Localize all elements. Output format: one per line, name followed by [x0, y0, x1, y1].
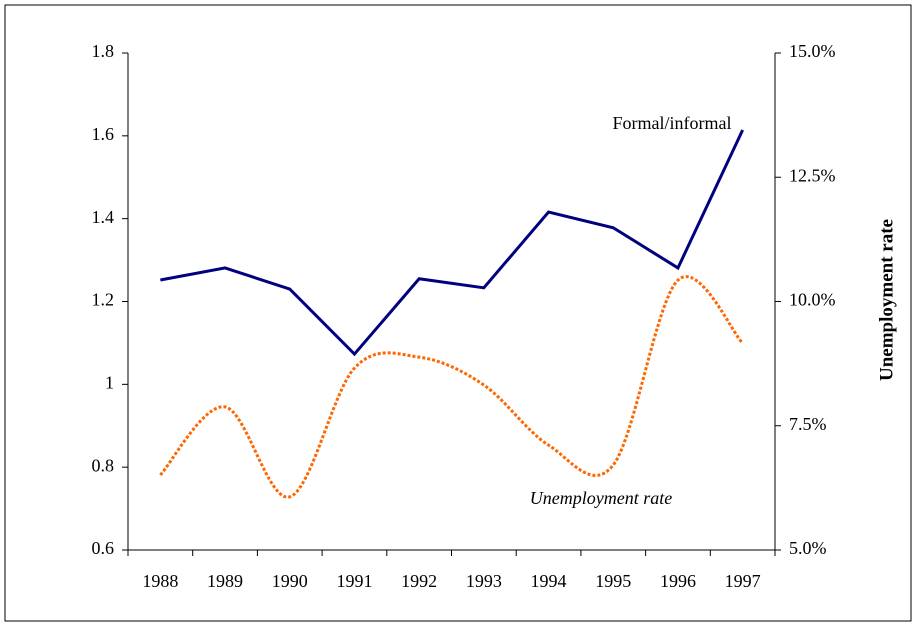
- y2-tick-label: 12.5%: [789, 165, 836, 185]
- series-line: [160, 129, 745, 357]
- y-tick-label: 0.8: [92, 455, 115, 475]
- y2-axis-title: Unemployment rate: [876, 219, 897, 381]
- y-tick-label: 0.6: [92, 538, 115, 558]
- y-tick-label: 1.6: [92, 124, 115, 144]
- x-tick-label: 1992: [401, 571, 437, 591]
- x-tick-label: 1996: [660, 571, 696, 591]
- y-tick-label: 1.8: [92, 41, 115, 61]
- x-tick-label: 1993: [466, 571, 502, 591]
- x-tick-label: 1990: [272, 571, 308, 591]
- y-axis-title: Formal/informal income gap: [33, 183, 54, 416]
- y2-tick-label: 7.5%: [789, 414, 827, 434]
- x-tick-label: 1995: [595, 571, 631, 591]
- y2-tick-label: 15.0%: [789, 41, 836, 61]
- x-tick-label: 1994: [531, 571, 567, 591]
- y2-tick-label: 10.0%: [789, 290, 836, 310]
- x-tick-label: 1989: [207, 571, 243, 591]
- y-tick-label: 1: [105, 372, 114, 392]
- y-tick-label: 1.2: [92, 290, 115, 310]
- series-annotation: Formal/informal: [613, 113, 732, 133]
- series-annotation: Unemployment rate: [530, 488, 672, 508]
- x-tick-label: 1991: [336, 571, 372, 591]
- chart-border: [4, 4, 912, 622]
- series-line: [159, 275, 744, 499]
- x-tick-label: 1997: [725, 571, 761, 591]
- y2-tick-label: 5.0%: [789, 538, 827, 558]
- y-tick-label: 1.4: [92, 207, 115, 227]
- x-tick-label: 1988: [142, 571, 178, 591]
